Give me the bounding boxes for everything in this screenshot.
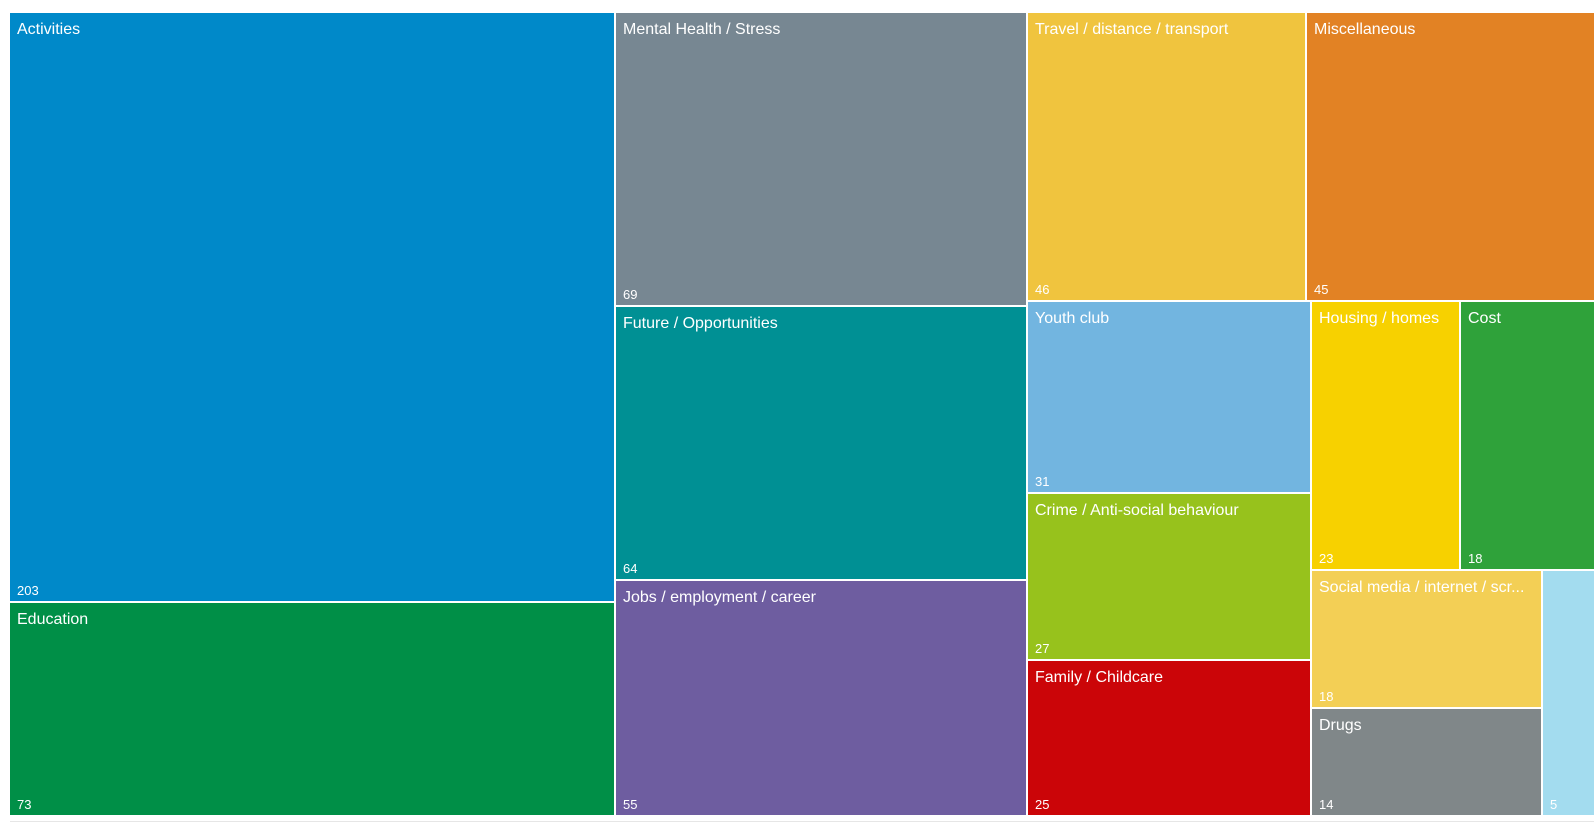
tile-rect-family-childcare[interactable] (1028, 661, 1310, 815)
tile-rect-activities[interactable] (10, 13, 614, 601)
tile-youth-club[interactable]: Youth club 31 (1028, 302, 1310, 492)
tile-future-opportunities[interactable]: Future / Opportunities 64 (616, 307, 1026, 579)
tile-rect-social-media-internet-scr[interactable] (1312, 571, 1541, 707)
tile-label-mental-health-stress: Mental Health / Stress (623, 21, 780, 38)
tile-education[interactable]: Education 73 (10, 603, 614, 815)
chart-bottom-rule (10, 821, 1594, 822)
tile-label-activities: Activities (17, 21, 80, 38)
tile-crime-anti-social-behaviour[interactable]: Crime / Anti-social behaviour 27 (1028, 494, 1310, 659)
tile-label-youth-club: Youth club (1035, 310, 1109, 327)
tile-value-housing-homes: 23 (1319, 551, 1333, 566)
tile-rect-future-opportunities[interactable] (616, 307, 1026, 579)
tile-value-mental-health-stress: 69 (623, 287, 637, 302)
tile-miscellaneous[interactable]: Miscellaneous 45 (1307, 13, 1594, 300)
tile-rect-travel-distance-transport[interactable] (1028, 13, 1305, 300)
tile-label-education: Education (17, 611, 88, 628)
tile-cost[interactable]: Cost 18 (1461, 302, 1594, 569)
tile-label-travel-distance-transport: Travel / distance / transport (1035, 21, 1229, 38)
tile-value-jobs-employment-career: 55 (623, 797, 637, 812)
tile-label-family-childcare: Family / Childcare (1035, 669, 1163, 686)
tile-value-activities: 203 (17, 583, 39, 598)
tile-label-social-media-internet-scr: Social media / internet / scr... (1319, 579, 1524, 596)
tile-housing-homes[interactable]: Housing / homes 23 (1312, 302, 1459, 569)
tile-value-unlabeled: 5 (1550, 797, 1557, 812)
tile-label-cost: Cost (1468, 310, 1501, 327)
tile-label-crime-anti-social-behaviour: Crime / Anti-social behaviour (1035, 502, 1239, 519)
tile-value-education: 73 (17, 797, 31, 812)
tile-social-media-internet-scr[interactable]: Social media / internet / scr... 18 (1312, 571, 1541, 707)
tile-rect-unlabeled[interactable] (1543, 571, 1594, 815)
tile-value-miscellaneous: 45 (1314, 282, 1328, 297)
tile-value-crime-anti-social-behaviour: 27 (1035, 641, 1049, 656)
tile-value-social-media-internet-scr: 18 (1319, 689, 1333, 704)
tile-rect-jobs-employment-career[interactable] (616, 581, 1026, 815)
tile-rect-mental-health-stress[interactable] (616, 13, 1026, 305)
tile-family-childcare[interactable]: Family / Childcare 25 (1028, 661, 1310, 815)
tile-value-drugs: 14 (1319, 797, 1333, 812)
tile-drugs[interactable]: Drugs 14 (1312, 709, 1541, 815)
tile-value-future-opportunities: 64 (623, 561, 637, 576)
tile-label-drugs: Drugs (1319, 717, 1362, 734)
tile-rect-housing-homes[interactable] (1312, 302, 1459, 569)
tile-mental-health-stress[interactable]: Mental Health / Stress 69 (616, 13, 1026, 305)
tile-rect-youth-club[interactable] (1028, 302, 1310, 492)
tile-activities[interactable]: Activities 203 (10, 13, 614, 601)
tile-rect-crime-anti-social-behaviour[interactable] (1028, 494, 1310, 659)
tile-rect-miscellaneous[interactable] (1307, 13, 1594, 300)
tile-rect-cost[interactable] (1461, 302, 1594, 569)
tile-value-cost: 18 (1468, 551, 1482, 566)
tile-value-family-childcare: 25 (1035, 797, 1049, 812)
tile-label-miscellaneous: Miscellaneous (1314, 21, 1415, 38)
tile-label-future-opportunities: Future / Opportunities (623, 315, 778, 332)
tile-label-housing-homes: Housing / homes (1319, 310, 1439, 327)
tile-rect-drugs[interactable] (1312, 709, 1541, 815)
tile-rect-education[interactable] (10, 603, 614, 815)
tile-travel-distance-transport[interactable]: Travel / distance / transport 46 (1028, 13, 1305, 300)
tile-label-jobs-employment-career: Jobs / employment / career (623, 589, 817, 606)
tile-jobs-employment-career[interactable]: Jobs / employment / career 55 (616, 581, 1026, 815)
tile-value-travel-distance-transport: 46 (1035, 282, 1049, 297)
tile-unlabeled[interactable]: 5 (1543, 571, 1594, 815)
tile-value-youth-club: 31 (1035, 474, 1049, 489)
